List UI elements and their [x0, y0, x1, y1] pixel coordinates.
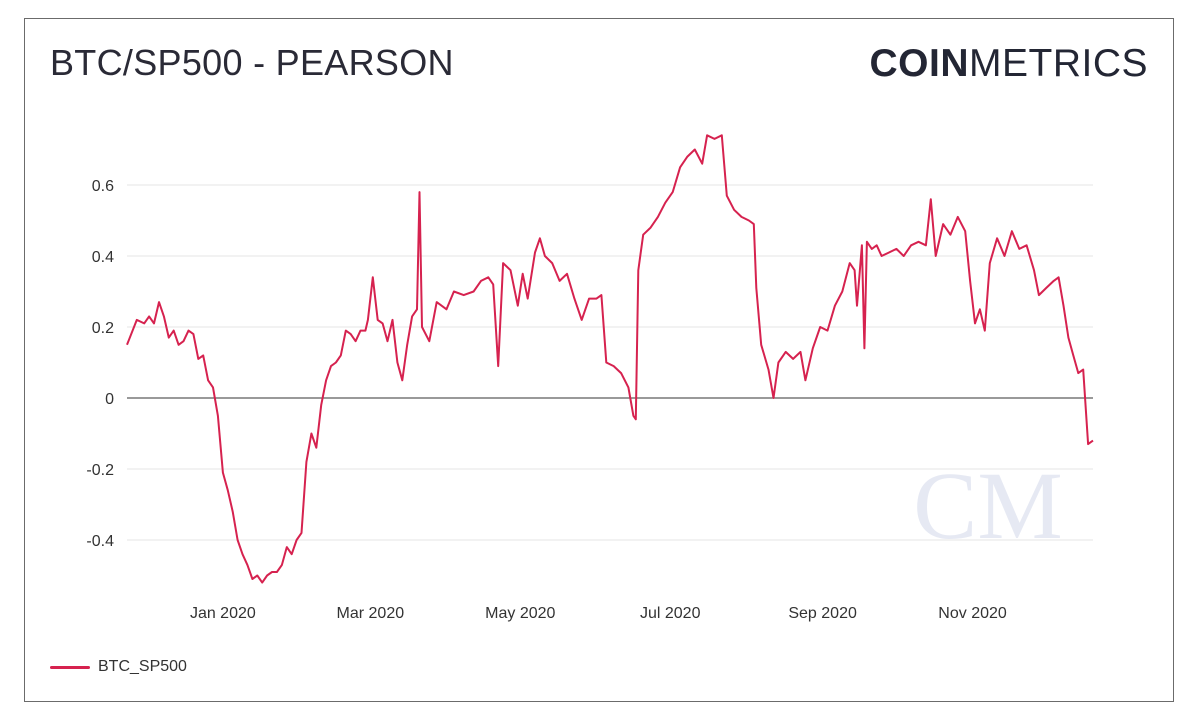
x-axis: Jan 2020 Mar 2020 May 2020 Jul 2020 Sep 2020…: [190, 605, 1007, 622]
chart-title: BTC/SP500 - PEARSON: [50, 42, 454, 83]
x-tick-label: Sep 2020: [788, 605, 857, 622]
coinmetrics-logo: COINMETRICS: [870, 42, 1149, 86]
legend-label: BTC_SP500: [98, 658, 187, 675]
y-tick-label: 0.2: [92, 320, 114, 337]
watermark-logo: CM: [913, 452, 1062, 559]
x-tick-label: Mar 2020: [337, 605, 405, 622]
x-tick-label: May 2020: [485, 605, 555, 622]
series-line-btc-sp500[interactable]: [126, 134, 1094, 584]
y-tick-label: 0.4: [92, 249, 114, 266]
logo-bold-text: COIN: [869, 42, 969, 85]
chart-frame: [24, 18, 1174, 702]
y-axis: -0.4 -0.2 0 0.2 0.4 0.6: [86, 178, 114, 550]
x-tick-label: Jan 2020: [190, 605, 256, 622]
x-tick-label: Jul 2020: [640, 605, 701, 622]
y-tick-label: 0.6: [92, 178, 114, 195]
logo-light-text: METRICS: [969, 42, 1148, 85]
x-tick-label: Nov 2020: [938, 605, 1007, 622]
y-tick-label: -0.4: [86, 533, 114, 550]
y-tick-label: -0.2: [86, 462, 114, 479]
grid-lines: [127, 184, 1093, 541]
legend-swatch: [50, 665, 90, 669]
y-tick-label: 0: [105, 391, 114, 408]
legend[interactable]: BTC_SP500: [50, 658, 187, 676]
